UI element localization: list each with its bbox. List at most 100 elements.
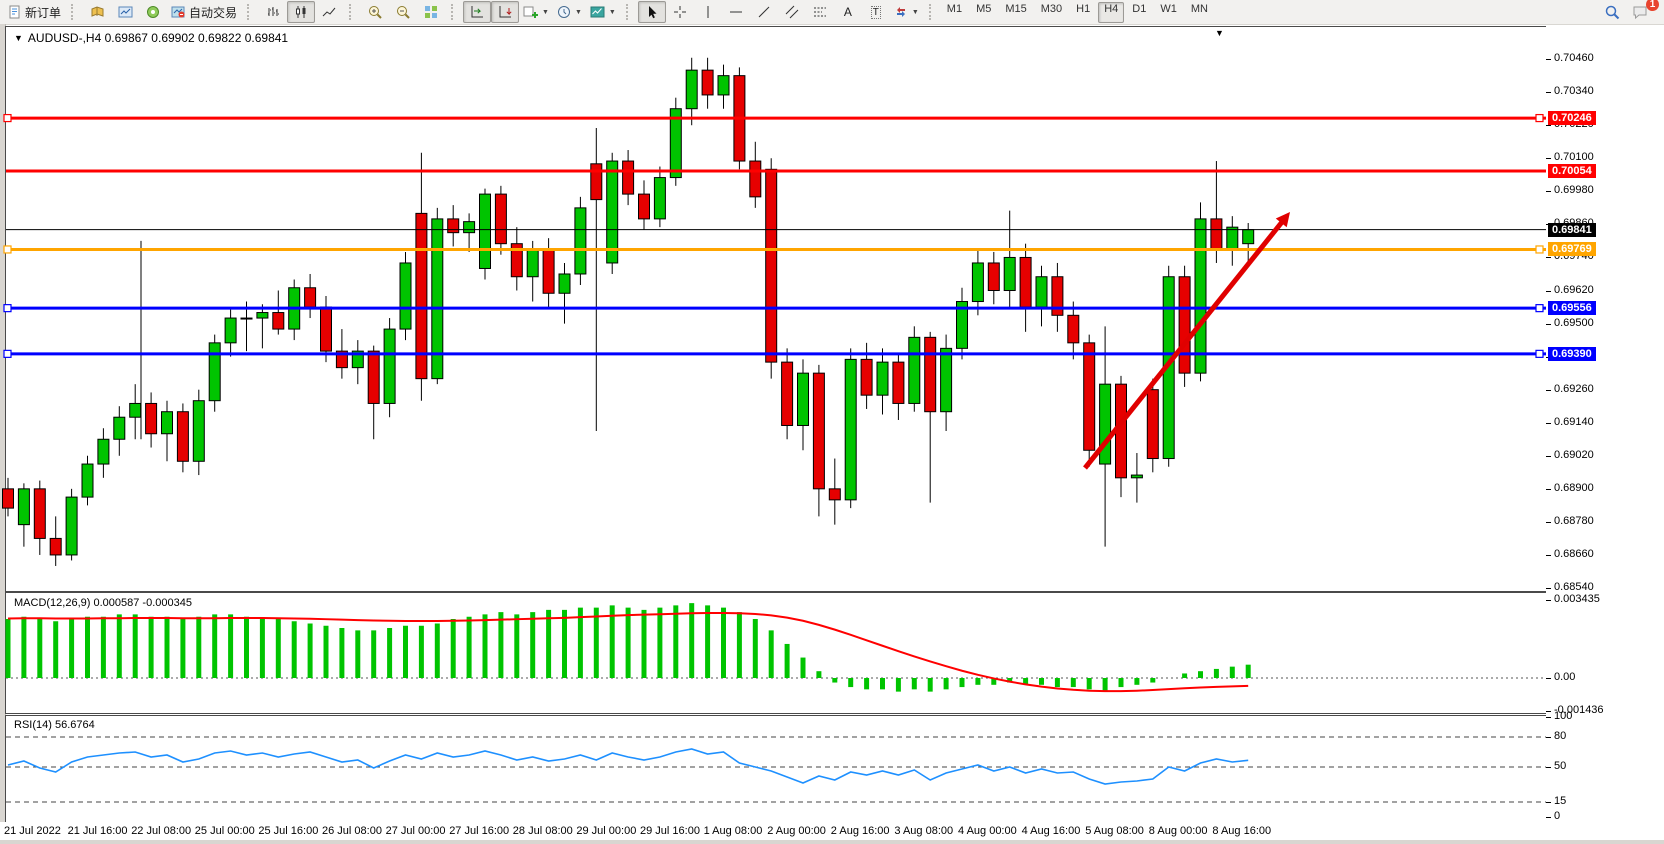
arrows-tool-button[interactable]: ▼ <box>890 1 923 23</box>
search-icon <box>1605 5 1620 20</box>
price-axis-tick <box>1546 554 1551 556</box>
autotrade-label: 自动交易 <box>189 5 238 20</box>
price-axis-label: 0.69500 <box>1554 316 1594 329</box>
chart-profile-icon <box>590 5 605 19</box>
trendline-tool-button[interactable] <box>750 1 778 23</box>
timeframe-button-W1[interactable]: W1 <box>1160 2 1177 15</box>
time-axis-label: 25 Jul 16:00 <box>258 825 319 837</box>
timeframe-button-M1[interactable]: M1 <box>946 2 963 15</box>
price-chart-pane[interactable] <box>5 26 1548 592</box>
timeframe-button-M5[interactable]: M5 <box>976 2 992 15</box>
crosshair-icon <box>673 5 687 19</box>
price-axis-label: 0.69140 <box>1554 415 1594 428</box>
search-button[interactable] <box>1598 1 1626 23</box>
timeframe-button-H4[interactable]: H4 <box>1098 1 1125 23</box>
timeframe-button-H1[interactable]: H1 <box>1076 2 1091 15</box>
price-axis-label: 0.70340 <box>1554 85 1594 98</box>
new-chart-icon <box>523 5 539 19</box>
cursor-tool-button[interactable] <box>637 1 666 23</box>
time-axis-label: 25 Jul 00:00 <box>194 825 255 837</box>
time-axis-label: 22 Jul 08:00 <box>131 825 192 837</box>
price-level-badge: 0.69556 <box>1548 301 1596 316</box>
time-axis-label: 4 Aug 16:00 <box>1021 825 1081 837</box>
macd-indicator-label: MACD(12,26,9) 0.000587 -0.000345 <box>14 597 192 609</box>
price-level-badge: 0.70246 <box>1548 111 1596 126</box>
rsi-indicator-label: RSI(14) 56.6764 <box>14 719 95 731</box>
macd-axis-label: 0.00 <box>1554 671 1576 683</box>
timeframe-button-D1[interactable]: D1 <box>1132 2 1147 15</box>
zoom-out-icon <box>396 5 411 20</box>
chart-shift-button[interactable] <box>463 1 492 23</box>
signals-button[interactable] <box>139 1 167 23</box>
time-axis-label: 4 Aug 00:00 <box>958 825 1017 837</box>
macd-axis-label: -0.001436 <box>1554 703 1604 716</box>
auto-scroll-button[interactable] <box>491 1 520 23</box>
notifications-button[interactable]: 1 <box>1626 0 1659 23</box>
toolbar-grip <box>349 4 357 20</box>
vertical-line-tool-button[interactable] <box>694 1 722 23</box>
price-level-badge: 0.69841 <box>1548 222 1596 237</box>
profiles-button[interactable]: ▼ <box>586 1 620 23</box>
symbol-ohlc-readout[interactable]: ▼ AUDUSD-,H4 0.69867 0.69902 0.69822 0.6… <box>14 31 288 45</box>
price-axis-tick <box>1546 59 1551 61</box>
tile-windows-button[interactable] <box>417 1 445 23</box>
zoom-out-button[interactable] <box>389 1 417 23</box>
price-axis-label: 0.69620 <box>1554 283 1594 296</box>
horizontal-line-tool-button[interactable] <box>722 1 750 23</box>
dropdown-caret-icon: ▼ <box>608 8 616 16</box>
zoom-in-button[interactable] <box>361 1 389 23</box>
text-tool-button[interactable]: A <box>834 1 862 23</box>
price-axis-label: 0.70460 <box>1554 52 1594 65</box>
trendline-icon <box>757 5 771 19</box>
time-axis-label: 29 Jul 16:00 <box>640 825 700 837</box>
history-center-button[interactable] <box>83 1 111 23</box>
price-axis-label: 0.68900 <box>1554 481 1594 494</box>
time-axis[interactable]: 21 Jul 2022 21 Jul 16:00 22 Jul 08:00 25 Ju… <box>0 822 1664 840</box>
bar-chart-mode-button[interactable] <box>259 1 287 23</box>
new-chart-button[interactable]: ▼ <box>519 1 553 23</box>
timeframe-button-M15[interactable]: M15 <box>1005 2 1027 15</box>
periods-button[interactable]: ▼ <box>553 1 586 23</box>
timeframe-button-M30[interactable]: M30 <box>1040 2 1063 15</box>
rsi-axis-tick <box>1546 802 1551 803</box>
new-order-button[interactable]: 新订单 <box>4 1 65 23</box>
bar-chart-icon <box>266 5 280 19</box>
main-toolbar: 新订单 自动交易 ▼ ▼ <box>0 0 1664 25</box>
crosshair-tool-button[interactable] <box>666 1 694 23</box>
price-axis-label: 0.68660 <box>1554 547 1594 560</box>
price-axis-label: 0.69260 <box>1554 382 1594 395</box>
time-axis-label: 8 Aug 16:00 <box>1212 825 1272 837</box>
candle-chart-mode-button[interactable] <box>287 1 316 23</box>
time-axis-label: 1 Aug 08:00 <box>703 825 763 837</box>
autotrade-button[interactable]: 自动交易 <box>167 1 241 23</box>
rsi-pane[interactable] <box>5 715 1548 824</box>
time-axis-label: 26 Jul 08:00 <box>322 825 382 837</box>
time-axis-label: 3 Aug 08:00 <box>894 825 954 837</box>
channel-tool-button[interactable] <box>778 1 806 23</box>
macd-pane[interactable] <box>5 592 1548 714</box>
window-bottom-edge <box>0 840 1664 844</box>
price-axis-label: 0.68780 <box>1554 514 1594 527</box>
dropdown-caret-icon: ▼ <box>911 8 919 16</box>
rsi-axis-tick <box>1546 817 1551 818</box>
market-watch-button[interactable] <box>111 1 139 23</box>
line-chart-mode-button[interactable] <box>315 1 343 23</box>
rsi-axis-label: 50 <box>1554 760 1567 772</box>
price-level-badge: 0.70054 <box>1548 163 1596 178</box>
price-axis[interactable]: 0.704600.703400.702200.701000.699800.698… <box>1546 26 1664 822</box>
price-axis-tick <box>1546 488 1551 490</box>
signal-icon <box>146 5 160 19</box>
equidistant-channel-icon <box>785 5 799 19</box>
fibonacci-tool-button[interactable] <box>806 1 834 23</box>
timeframe-button-MN[interactable]: MN <box>1190 2 1208 15</box>
auto-scroll-icon <box>498 5 513 19</box>
time-axis-label: 21 Jul 2022 <box>4 825 61 837</box>
price-axis-tick <box>1546 389 1551 391</box>
collapse-arrow-icon[interactable]: ▼ <box>14 33 23 43</box>
rsi-axis-label: 80 <box>1554 730 1567 742</box>
one-click-panel-arrow-icon[interactable]: ▼ <box>1215 28 1224 38</box>
text-label-tool-button[interactable]: T <box>862 1 890 23</box>
rsi-axis-label: 100 <box>1554 710 1573 722</box>
dropdown-caret-icon: ▼ <box>574 8 582 16</box>
price-axis-tick <box>1546 521 1551 523</box>
